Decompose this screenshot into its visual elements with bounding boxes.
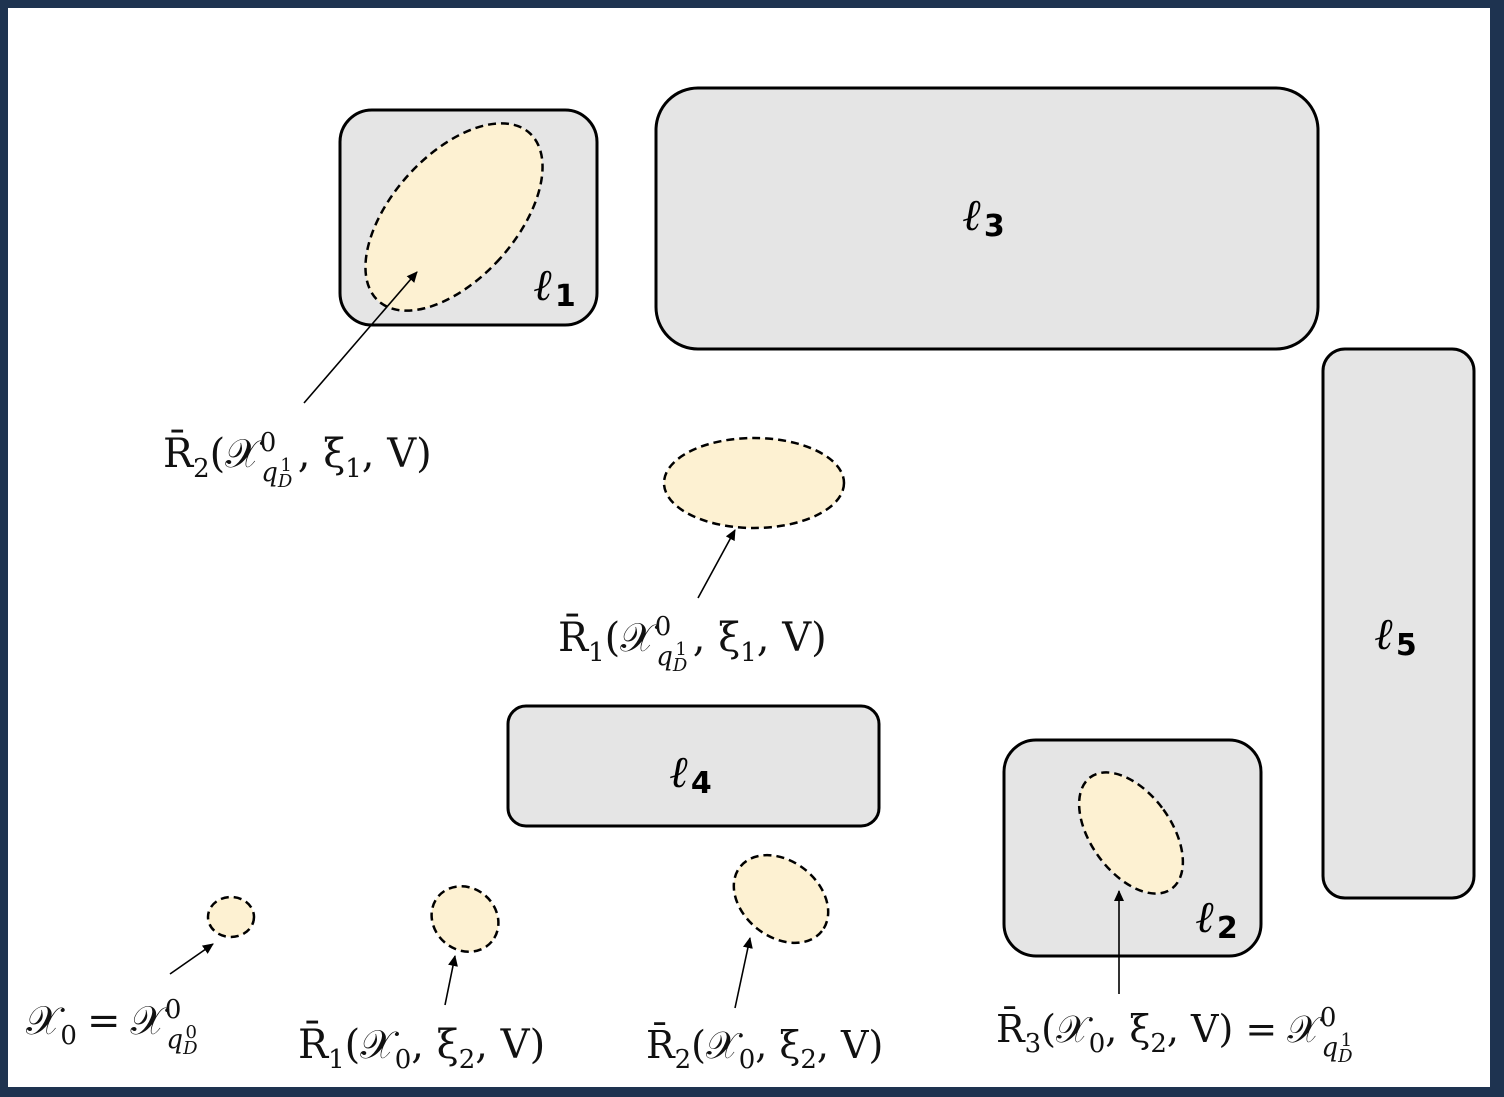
label-r1-xq-xi1: R̄1(𝒳0 qD1, ξ1, V): [558, 612, 827, 676]
region-l4: [506, 704, 881, 828]
label-x0: 𝒳0 = 𝒳0 qD0: [26, 995, 198, 1059]
region-l2-label: ℓ2: [1196, 892, 1238, 946]
region-l5-label: ℓ5: [1375, 609, 1417, 663]
label-r1-x0-xi2: R̄1(𝒳0, ξ2, V): [298, 1021, 545, 1075]
arrow-r1-x0-xi2: [444, 955, 458, 1006]
diagram-canvas: ℓ1 ℓ3 ℓ5 ℓ4 ℓ2 R̄2(𝒳0 qD1, ξ1, V) R̄1(𝒳0 q…: [8, 8, 1490, 1087]
label-r3-x0-xi2: R̄3(𝒳0, ξ2, V) = 𝒳0 qD1: [996, 1003, 1353, 1067]
reach-set-r1-x0-xi2: [430, 885, 500, 953]
reach-set-r1-xq-xi1: [662, 436, 846, 530]
diagram-svg: ℓ1 ℓ3 ℓ5 ℓ4 ℓ2 R̄2(𝒳0 qD1, ξ1, V) R̄1(𝒳0 q…: [26, 86, 1476, 1075]
region-l1-label: ℓ1: [534, 260, 576, 314]
arrow-r2-x0-xi2: [734, 937, 753, 1009]
region-l5: [1321, 347, 1476, 900]
region-l3-label: ℓ3: [963, 190, 1005, 244]
arrow-r2-xq-xi1: [303, 271, 418, 404]
reach-set-r2-xq-xi1: [364, 122, 544, 312]
label-r2-xq-xi1: R̄2(𝒳0 qD1, ξ1, V): [163, 428, 432, 492]
arrow-x0: [169, 943, 214, 975]
label-r2-x0-xi2: R̄2(𝒳0, ξ2, V): [646, 1023, 883, 1075]
reach-set-r3-x0-xi2: [1077, 771, 1185, 895]
reach-set-x0: [206, 895, 256, 939]
region-l4-label: ℓ4: [670, 747, 712, 801]
region-l3: [654, 86, 1320, 351]
arrow-r1-xq-xi1: [697, 529, 736, 599]
reach-set-r2-x0-xi2: [732, 853, 830, 945]
